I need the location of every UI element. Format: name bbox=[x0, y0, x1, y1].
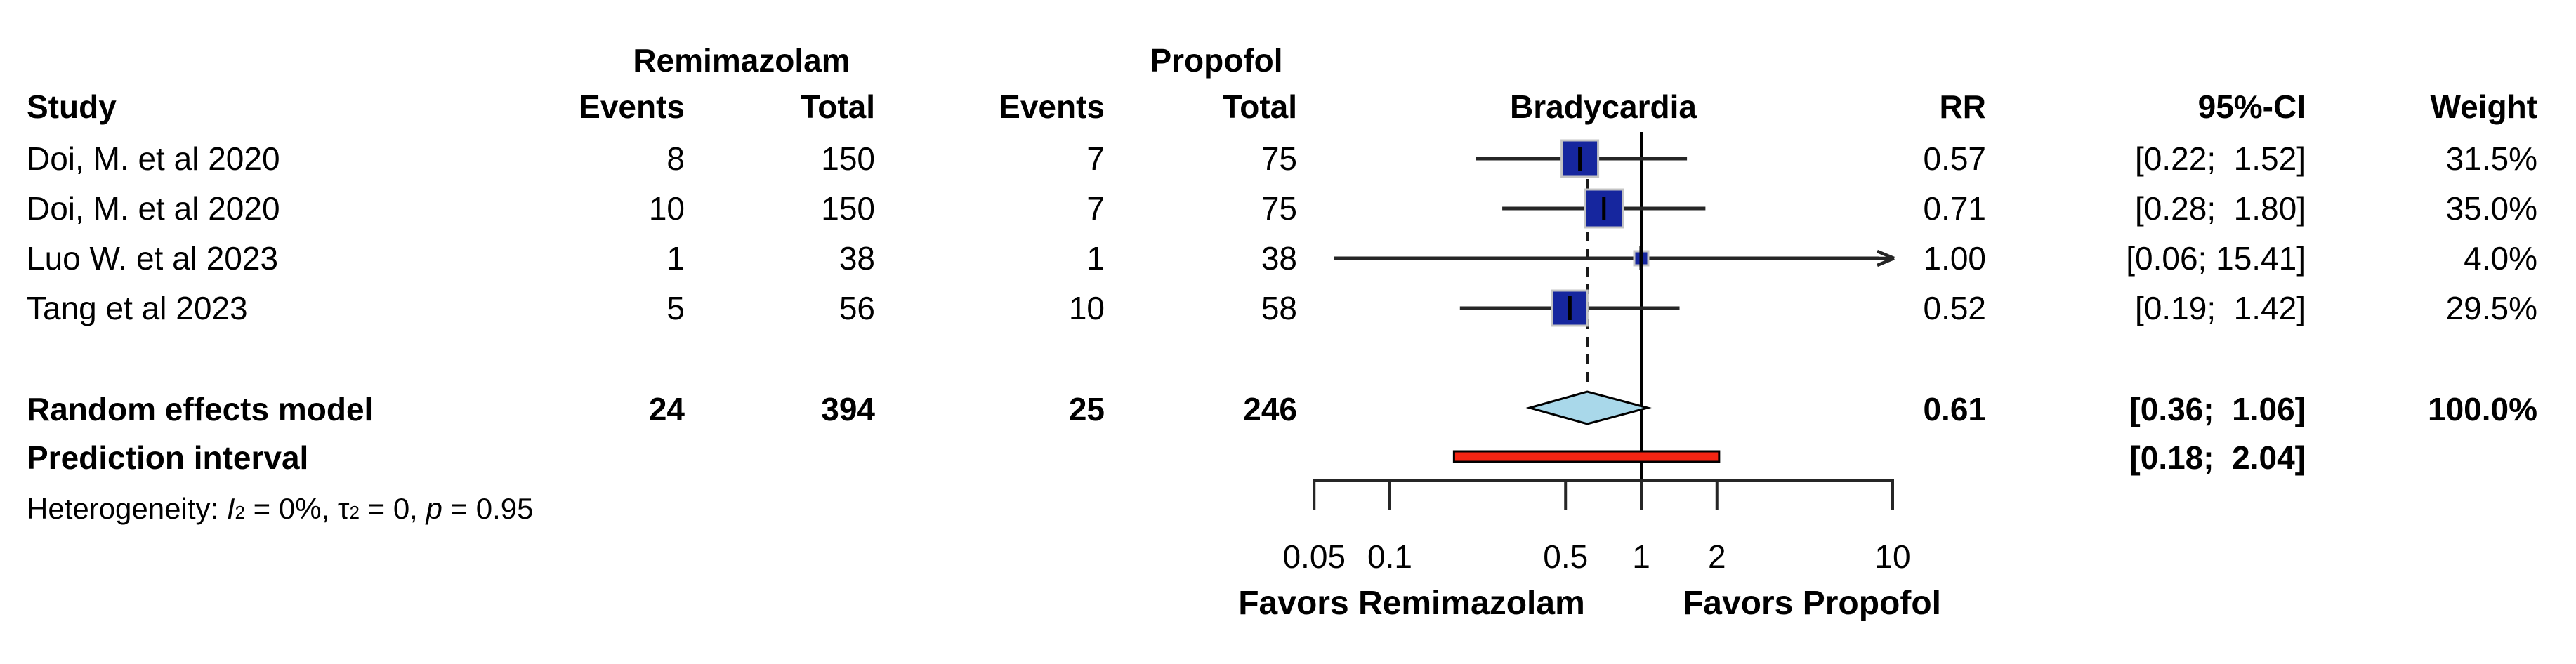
pooled-control-events: 25 bbox=[1068, 391, 1105, 427]
rr-value: 1.00 bbox=[1923, 240, 1986, 277]
ci-value: [0.19; 1.42] bbox=[2135, 290, 2306, 326]
axis-tick-label: 1 bbox=[1632, 538, 1650, 575]
column-header-weight: Weight bbox=[2430, 88, 2537, 125]
ci-value: [0.28; 1.80] bbox=[2135, 190, 2306, 227]
control-events: 1 bbox=[1086, 240, 1105, 277]
column-header-ci: 95%-CI bbox=[2197, 88, 2306, 125]
axis-tick-label: 0.5 bbox=[1543, 538, 1589, 575]
treat-events: 10 bbox=[648, 190, 685, 227]
weight-value: 35.0% bbox=[2445, 190, 2537, 227]
column-header-total-treat: Total bbox=[800, 88, 875, 125]
rr-value: 0.57 bbox=[1923, 140, 1986, 177]
pooled-ci: [0.36; 1.06] bbox=[2129, 391, 2306, 427]
treat-events: 5 bbox=[666, 290, 685, 326]
prediction-ci: [0.18; 2.04] bbox=[2129, 439, 2306, 476]
column-header-study: Study bbox=[27, 88, 117, 125]
treatment-group-header: Remimazolam bbox=[633, 42, 850, 79]
treat-total: 150 bbox=[821, 190, 875, 227]
study-name: Tang et al 2023 bbox=[27, 290, 248, 326]
pooled-treat-events: 24 bbox=[648, 391, 685, 427]
ci-value: [0.22; 1.52] bbox=[2135, 140, 2306, 177]
column-header-events-treat: Events bbox=[579, 88, 685, 125]
control-group-header: Propofol bbox=[1150, 42, 1283, 79]
pooled-rr: 0.61 bbox=[1923, 391, 1986, 427]
treat-events: 8 bbox=[666, 140, 685, 177]
study-name: Luo W. et al 2023 bbox=[27, 240, 279, 277]
heterogeneity-note: Heterogeneity: I2 = 0%, τ2 = 0, p = 0.95 bbox=[27, 492, 534, 525]
control-total: 75 bbox=[1261, 140, 1297, 177]
ci-value: [0.06; 15.41] bbox=[2126, 240, 2306, 277]
pooled-control-total: 246 bbox=[1243, 391, 1297, 427]
favors-left-label: Favors Remimazolam bbox=[1238, 585, 1585, 622]
column-header-rr: RR bbox=[1939, 88, 1986, 125]
treat-total: 150 bbox=[821, 140, 875, 177]
pooled-weight: 100.0% bbox=[2427, 391, 2537, 427]
control-total: 38 bbox=[1261, 240, 1297, 277]
column-header-events-control: Events bbox=[999, 88, 1105, 125]
study-name: Doi, M. et al 2020 bbox=[27, 190, 280, 227]
weight-value: 4.0% bbox=[2464, 240, 2537, 277]
rr-value: 0.71 bbox=[1923, 190, 1986, 227]
control-total: 75 bbox=[1261, 190, 1297, 227]
column-header-total-control: Total bbox=[1222, 88, 1297, 125]
control-events: 7 bbox=[1086, 140, 1105, 177]
control-events: 10 bbox=[1068, 290, 1105, 326]
axis-tick-label: 0.05 bbox=[1282, 538, 1346, 575]
control-events: 7 bbox=[1086, 190, 1105, 227]
plot-title: Bradycardia bbox=[1510, 88, 1697, 125]
pooled-treat-total: 394 bbox=[821, 391, 875, 427]
treat-total: 56 bbox=[839, 290, 875, 326]
treat-events: 1 bbox=[666, 240, 685, 277]
treat-total: 38 bbox=[839, 240, 875, 277]
axis-tick-label: 2 bbox=[1707, 538, 1726, 575]
prediction-label: Prediction interval bbox=[27, 439, 309, 476]
axis-tick-label: 10 bbox=[1874, 538, 1911, 575]
study-name: Doi, M. et al 2020 bbox=[27, 140, 280, 177]
rr-value: 0.52 bbox=[1923, 290, 1986, 326]
control-total: 58 bbox=[1261, 290, 1297, 326]
weight-value: 31.5% bbox=[2445, 140, 2537, 177]
weight-value: 29.5% bbox=[2445, 290, 2537, 326]
pooled-label: Random effects model bbox=[27, 391, 374, 427]
axis-tick-label: 0.1 bbox=[1367, 538, 1412, 575]
favors-right-label: Favors Propofol bbox=[1682, 585, 1942, 622]
